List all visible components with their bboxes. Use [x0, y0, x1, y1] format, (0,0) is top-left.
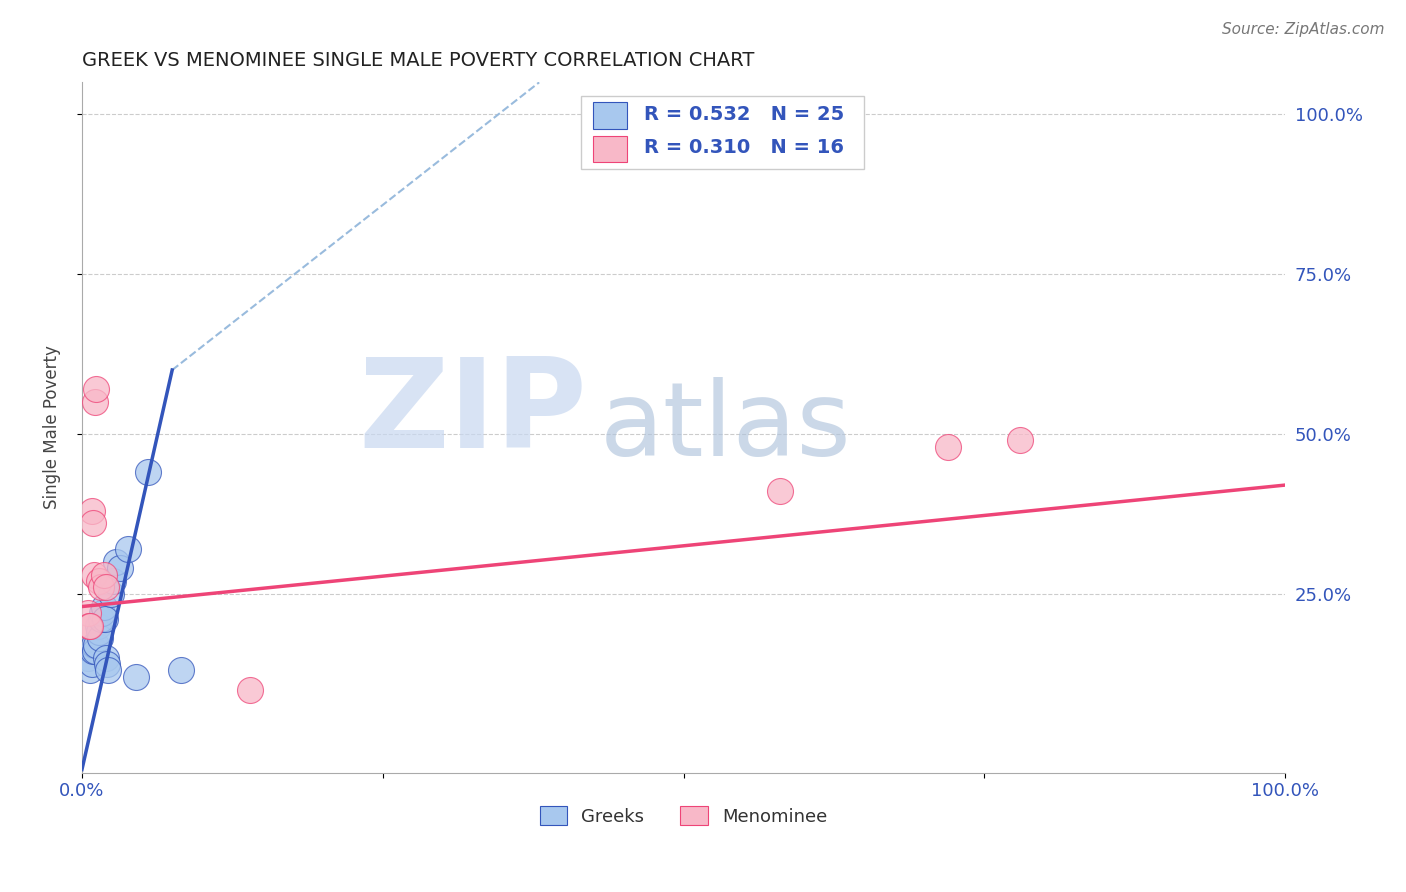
Point [94, 580, 117, 594]
Point [769, 484, 792, 499]
Point [83, 638, 105, 652]
Point [87, 625, 110, 640]
Point [79, 664, 101, 678]
Point [136, 465, 159, 479]
Text: atlas: atlas [599, 377, 851, 478]
Text: GREEK VS MENOMINEE SINGLE MALE POVERTY CORRELATION CHART: GREEK VS MENOMINEE SINGLE MALE POVERTY C… [82, 51, 755, 70]
Point [82, 644, 104, 658]
Point [86, 382, 108, 396]
FancyBboxPatch shape [593, 136, 627, 161]
Point [82, 516, 104, 531]
Point [77, 650, 100, 665]
Point [87, 574, 110, 588]
Text: ZIP: ZIP [359, 353, 588, 475]
Point [90, 612, 112, 626]
Legend: Greeks, Menominee: Greeks, Menominee [533, 799, 835, 833]
Point [91, 606, 114, 620]
Point [84, 644, 107, 658]
Point [77, 618, 100, 632]
Point [79, 618, 101, 632]
Text: R = 0.310   N = 16: R = 0.310 N = 16 [644, 138, 844, 157]
Point [77, 606, 100, 620]
Point [89, 632, 111, 646]
Point [117, 541, 139, 556]
Point [86, 618, 108, 632]
Point [169, 664, 191, 678]
FancyBboxPatch shape [581, 96, 865, 169]
Point [83, 567, 105, 582]
Point [1010, 434, 1032, 448]
Point [239, 682, 262, 697]
Y-axis label: Single Male Poverty: Single Male Poverty [44, 345, 60, 509]
Point [104, 555, 127, 569]
Point [94, 612, 117, 626]
Point [100, 587, 122, 601]
Point [93, 599, 115, 614]
FancyBboxPatch shape [593, 103, 627, 128]
Point [96, 657, 118, 671]
Point [90, 580, 112, 594]
Point [936, 440, 959, 454]
Point [94, 650, 117, 665]
Point [125, 670, 148, 684]
Point [84, 395, 107, 409]
Point [110, 561, 132, 575]
Point [103, 574, 125, 588]
Point [80, 657, 103, 671]
Point [86, 638, 108, 652]
Text: R = 0.532   N = 25: R = 0.532 N = 25 [644, 105, 844, 124]
Point [93, 567, 115, 582]
Point [97, 664, 120, 678]
Text: Source: ZipAtlas.com: Source: ZipAtlas.com [1222, 22, 1385, 37]
Point [80, 503, 103, 517]
